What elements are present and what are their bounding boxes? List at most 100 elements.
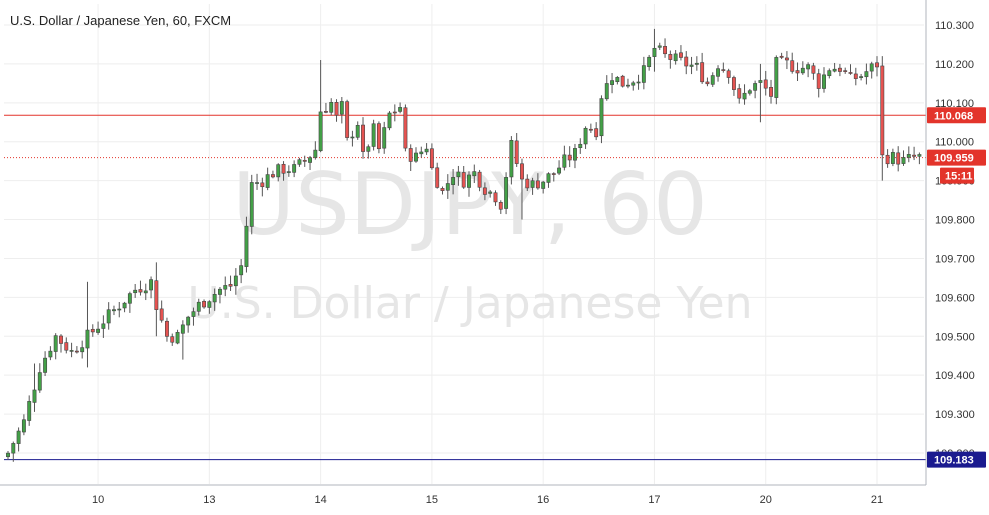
- candle-body: [604, 83, 609, 100]
- chart-title: U.S. Dollar / Japanese Yen, 60, FXCM: [10, 13, 231, 28]
- price-label-110.068[interactable]: 110.068: [927, 107, 986, 124]
- candle-body: [806, 64, 811, 70]
- x-tick-label: 20: [760, 494, 772, 506]
- watermark-name: U.S. Dollar / Japanese Yen: [188, 278, 753, 329]
- candle-down: [281, 161, 286, 181]
- candle-up: [647, 54, 652, 71]
- y-tick-label: 109.600: [935, 292, 975, 304]
- y-tick-label: 109.400: [935, 370, 975, 382]
- candle-up: [472, 164, 477, 184]
- candle-body: [562, 154, 567, 168]
- candle-body: [790, 60, 795, 72]
- candle-body: [149, 279, 154, 291]
- candle-body: [21, 419, 26, 433]
- candle-up: [694, 56, 699, 71]
- candle-body: [159, 308, 164, 321]
- candle-body: [551, 173, 556, 175]
- candle-body: [869, 63, 874, 72]
- price-label-text: 109.959: [934, 153, 974, 165]
- candle-body: [504, 177, 509, 209]
- price-label-text: 109.183: [934, 455, 974, 467]
- candle-up: [445, 174, 450, 199]
- candle-up: [615, 76, 620, 85]
- candle-body: [202, 301, 206, 308]
- candle-up: [366, 144, 371, 159]
- candle-down: [535, 173, 540, 190]
- candle-up: [832, 62, 837, 73]
- price-label-109.183[interactable]: 109.183: [927, 451, 986, 468]
- candle-down: [769, 79, 773, 104]
- candle-body: [64, 342, 69, 351]
- price-labels[interactable]: 110.068 109.183 109.959 15:11: [927, 107, 986, 468]
- candle-body: [127, 293, 132, 304]
- candle-up: [456, 165, 461, 186]
- candle-body: [700, 62, 705, 83]
- countdown-text: 15:11: [945, 171, 973, 183]
- candle-body: [710, 75, 715, 85]
- candle-down: [170, 333, 175, 346]
- candle-body: [186, 316, 191, 326]
- candle-up: [355, 121, 360, 140]
- candle-down: [514, 133, 519, 167]
- candle-up: [557, 160, 562, 176]
- y-tick-label: 109.800: [935, 215, 975, 227]
- candle-up: [276, 163, 281, 182]
- candle-body: [477, 171, 482, 188]
- candle-body: [864, 71, 869, 78]
- candle-up: [350, 130, 355, 147]
- candle-up: [292, 160, 297, 178]
- candle-body: [350, 136, 355, 139]
- candle-down: [853, 67, 858, 86]
- candle-up: [286, 165, 291, 177]
- candle-up: [742, 84, 747, 105]
- candle-body: [101, 323, 106, 329]
- candle-body: [684, 56, 689, 67]
- candle-up: [180, 320, 185, 360]
- candle-body: [885, 154, 890, 165]
- candle-body: [366, 146, 371, 152]
- candle-up: [149, 276, 154, 299]
- candle-body: [631, 82, 636, 86]
- candle-down: [493, 190, 498, 206]
- candle-body: [816, 73, 821, 89]
- candle-body: [196, 301, 201, 312]
- candle-body: [297, 159, 302, 165]
- candle-down: [567, 146, 572, 168]
- candle-body: [647, 56, 652, 68]
- candle-body: [546, 173, 551, 183]
- candle-down: [679, 45, 683, 61]
- candle-body: [106, 309, 111, 324]
- candle-up: [48, 346, 53, 361]
- candle-body: [355, 125, 360, 138]
- y-tick-label: 109.300: [935, 409, 975, 421]
- price-label-box: [927, 107, 986, 124]
- y-tick-label: 109.500: [935, 331, 975, 343]
- candle-body: [663, 46, 667, 55]
- candle-body: [875, 62, 879, 68]
- candle-up: [69, 342, 74, 358]
- candle-up: [16, 427, 21, 452]
- candle-body: [705, 81, 710, 85]
- candle-up: [196, 298, 201, 316]
- candle-body: [673, 53, 678, 62]
- candle-down: [700, 52, 705, 84]
- candle-up: [186, 315, 191, 333]
- price-label-109.959[interactable]: 109.959: [927, 149, 986, 166]
- candle-body: [85, 329, 90, 349]
- candle-body: [408, 148, 413, 162]
- candle-body: [822, 74, 826, 89]
- candle-body: [244, 225, 249, 267]
- candle-body: [742, 92, 747, 100]
- candle-up: [467, 171, 471, 197]
- candle-body: [583, 127, 588, 145]
- candle-up: [869, 61, 874, 79]
- candle-body: [848, 72, 853, 74]
- candle-up: [117, 301, 122, 318]
- candle-up: [371, 119, 376, 151]
- candle-up: [562, 145, 567, 171]
- candle-up: [541, 180, 546, 194]
- candle-down: [154, 262, 159, 337]
- candle-body: [557, 167, 562, 174]
